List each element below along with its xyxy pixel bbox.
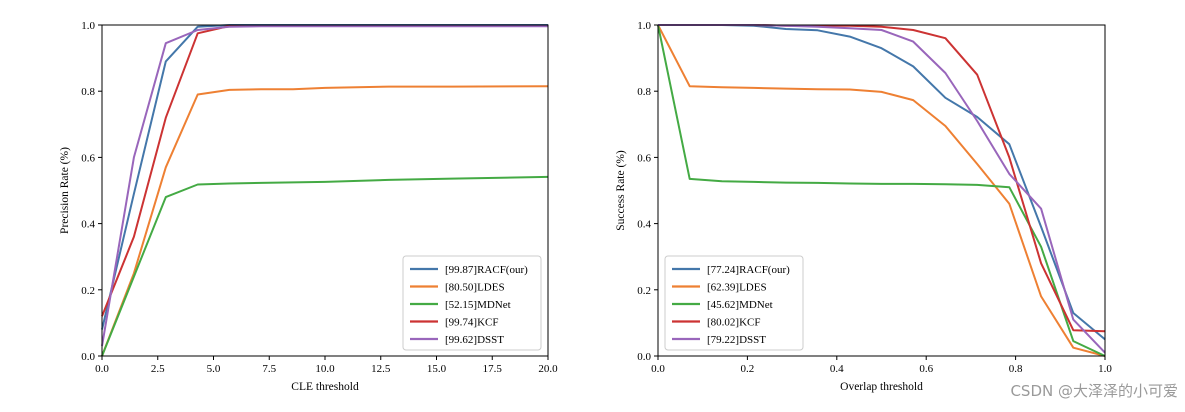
success-legend-label-mdnet: [45.62]MDNet: [707, 299, 773, 311]
success-x-axis-label: Overlap threshold: [840, 381, 923, 393]
success-legend-box: [664, 255, 804, 351]
precision-y-tick-label: 0.2: [81, 285, 95, 297]
precision-y-axis-label: Precision Rate (%): [59, 147, 71, 234]
success-y-tick-label: 1.0: [637, 20, 651, 32]
success-y-tick-label: 0.6: [637, 152, 651, 164]
success-chart: 0.0 0.2 0.4 0.6 0.8 1.0 0.0 0.2 0.4 0.6 0.8 1.0 Over…: [615, 20, 1112, 393]
precision-y-tick-label: 1.0: [81, 20, 95, 32]
success-legend: [77.24]RACF(our) [62.39]LDES [45.62]MDNet […: [664, 255, 804, 351]
precision-legend-label-racf-our: [99.87]RACF(our): [445, 264, 528, 276]
precision-x-tick-label: 17.5: [483, 363, 503, 375]
success-legend-label-racf-our: [77.24]RACF(our): [707, 264, 790, 276]
precision-series-ldes: [101, 85, 549, 357]
success-x-tick-label: 0.0: [651, 363, 665, 375]
precision-chart: 0.0 2.5 5.0 7.5 10.0 12.5 15.0 17.5 20.0 0.0 0.2 0.…: [59, 20, 558, 393]
success-y-tick-label: 0.0: [637, 351, 651, 363]
success-series-ldes: [657, 24, 1106, 357]
precision-series-dsst: [101, 25, 548, 347]
success-legend-label-ldes: [62.39]LDES: [707, 282, 767, 294]
success-x-tick-label: 0.8: [1009, 363, 1023, 375]
watermark-text: CSDN @大泽泽的小可爱: [1010, 382, 1178, 400]
success-y-tick-label: 0.4: [637, 219, 651, 231]
success-legend-label-kcf: [80.02]KCF: [707, 317, 760, 329]
success-axes-frame: [657, 24, 1106, 357]
precision-y-tick-label: 0.8: [81, 86, 95, 98]
precision-y-tick-label: 0.6: [81, 152, 95, 164]
success-y-tick-label: 0.2: [637, 285, 651, 297]
precision-x-tick-label: 10.0: [315, 363, 335, 375]
precision-series-mdnet: [101, 175, 549, 357]
precision-x-tick-label: 12.5: [371, 363, 391, 375]
precision-x-tick-label: 0.0: [95, 363, 109, 375]
success-legend-label-dsst: [79.22]DSST: [707, 334, 766, 346]
precision-x-tick-label: 15.0: [427, 363, 447, 375]
success-x-tick-label: 0.6: [919, 363, 933, 375]
precision-legend-label-kcf: [99.74]KCF: [445, 317, 498, 329]
precision-legend-label-ldes: [80.50]LDES: [445, 282, 505, 294]
precision-x-axis-label: CLE threshold: [291, 381, 359, 393]
success-y-tick-label: 0.8: [637, 86, 651, 98]
precision-legend-box: [402, 255, 542, 351]
success-y-axis-label: Success Rate (%): [615, 150, 627, 231]
precision-legend: [99.87]RACF(our) [80.50]LDES [52.15]MDNet […: [402, 255, 542, 351]
precision-x-tick-label: 20.0: [538, 363, 558, 375]
precision-y-tick-label: 0.0: [81, 351, 95, 363]
success-x-tick-label: 1.0: [1098, 363, 1112, 375]
success-x-tick-label: 0.2: [741, 363, 755, 375]
success-x-tick-label: 0.4: [830, 363, 844, 375]
precision-legend-label-mdnet: [52.15]MDNet: [445, 299, 511, 311]
precision-x-tick-label: 5.0: [207, 363, 221, 375]
precision-legend-label-dsst: [99.62]DSST: [445, 334, 504, 346]
precision-x-tick-label: 2.5: [151, 363, 165, 375]
precision-x-tick-label: 7.5: [262, 363, 276, 375]
precision-y-tick-label: 0.4: [81, 219, 95, 231]
